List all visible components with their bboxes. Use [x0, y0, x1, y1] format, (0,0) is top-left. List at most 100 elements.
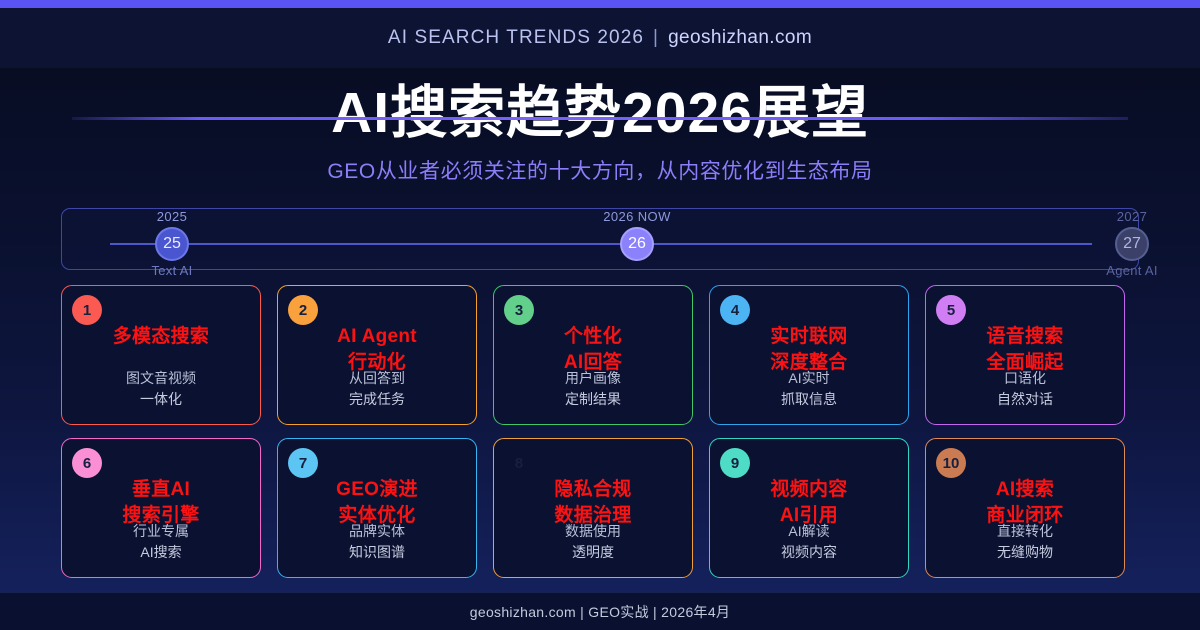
trend-card[interactable]: 9 视频内容 AI引用 AI解读 视频内容 — [709, 438, 909, 578]
footer-text: geoshizhan.com | GEO实战 | 2026年4月 — [469, 603, 731, 620]
timeline-dot: 25 — [155, 227, 189, 261]
card-title-line-1: GEO演进 — [336, 479, 418, 500]
card-title-line-2: 行动化 — [348, 351, 406, 373]
card-desc-line-1: 从回答到 — [349, 370, 405, 386]
card-description: 数据使用 透明度 — [494, 521, 692, 563]
brand-separator: | — [653, 27, 660, 48]
card-desc-line-1: 数据使用 — [565, 523, 621, 539]
brand-site: geoshizhan.com — [668, 27, 813, 48]
page-title: AI搜索趋势2026展望 — [331, 81, 869, 145]
card-desc-line-2: 无缝购物 — [997, 544, 1053, 560]
card-desc-line-1: AI解读 — [788, 523, 830, 539]
card-title-line-2: AI引用 — [779, 504, 839, 526]
card-desc-line-2: 定制结果 — [565, 391, 621, 407]
trend-card[interactable]: 1 多模态搜索 图文音视频 一体化 — [61, 285, 261, 425]
card-title-line-1: 视频内容 — [770, 479, 848, 500]
card-description: AI解读 视频内容 — [710, 521, 908, 563]
trend-card-grid: 1 多模态搜索 图文音视频 一体化 2 AI Agent 行动化 从回答到 完成… — [61, 285, 1139, 578]
card-title: 实时联网 深度整合 — [710, 324, 908, 375]
card-desc-line-1: 品牌实体 — [349, 523, 405, 539]
page-subtitle: GEO从业者必须关注的十大方向，从内容优化到生态布局 — [327, 159, 873, 183]
card-title: 语音搜索 全面崛起 — [926, 324, 1124, 375]
card-title-line-1: 垂直AI — [131, 479, 191, 500]
trend-card[interactable]: 7 GEO演进 实体优化 品牌实体 知识图谱 — [277, 438, 477, 578]
card-desc-line-1: 直接转化 — [997, 523, 1053, 539]
card-title: GEO演进 实体优化 — [278, 477, 476, 528]
card-title: 视频内容 AI引用 — [710, 477, 908, 528]
header-divider — [72, 117, 1128, 120]
card-title-line-2: 全面崛起 — [986, 351, 1064, 373]
card-title-line-1: 多模态搜索 — [112, 326, 210, 347]
card-desc-line-2: 一体化 — [140, 391, 182, 407]
timeline-node-2025[interactable]: 2025 25 Text AI — [112, 209, 232, 278]
trend-card[interactable]: 10 AI搜索 商业闭环 直接转化 无缝购物 — [925, 438, 1125, 578]
trend-card[interactable]: 6 垂直AI 搜索引擎 行业专属 AI搜索 — [61, 438, 261, 578]
card-title: AI Agent 行动化 — [278, 324, 476, 375]
card-title-line-2: 搜索引擎 — [122, 504, 200, 526]
card-title: 多模态搜索 — [62, 324, 260, 350]
card-number-badge: 5 — [936, 295, 966, 325]
timeline-dot-current: 26 — [620, 227, 654, 261]
card-title: AI搜索 商业闭环 — [926, 477, 1124, 528]
card-title: 垂直AI 搜索引擎 — [62, 477, 260, 528]
card-desc-line-1: 图文音视频 — [126, 370, 196, 386]
brand-bar-text: AI SEARCH TRENDS 2026 | geoshizhan.com — [388, 27, 812, 49]
timeline-dot: 27 — [1115, 227, 1149, 261]
card-desc-line-1: 口语化 — [1004, 370, 1046, 386]
card-description: 图文音视频 一体化 — [62, 368, 260, 410]
card-number-badge: 2 — [288, 295, 318, 325]
card-description: 口语化 自然对话 — [926, 368, 1124, 410]
trend-card[interactable]: 4 实时联网 深度整合 AI实时 抓取信息 — [709, 285, 909, 425]
card-number-badge: 3 — [504, 295, 534, 325]
card-title-line-1: 隐私合规 — [554, 479, 632, 500]
timeline-caption: Text AI — [151, 263, 193, 278]
card-title-line-1: 实时联网 — [770, 326, 848, 347]
card-desc-line-1: AI实时 — [788, 370, 830, 386]
card-description: 从回答到 完成任务 — [278, 368, 476, 410]
card-title-line-2: 实体优化 — [338, 504, 416, 526]
card-title: 个性化 AI回答 — [494, 324, 692, 375]
card-desc-line-2: 抓取信息 — [781, 391, 837, 407]
card-title-line-2: 数据治理 — [554, 504, 632, 526]
card-desc-line-2: 透明度 — [572, 544, 614, 560]
card-number-badge: 8 — [514, 454, 524, 472]
timeline: 2025 25 Text AI 2026 NOW 26 2027 27 Agen… — [61, 208, 1157, 278]
card-description: 用户画像 定制结果 — [494, 368, 692, 410]
card-title-line-2: 商业闭环 — [986, 504, 1064, 526]
card-description: AI实时 抓取信息 — [710, 368, 908, 410]
timeline-year-label: 2027 — [1116, 209, 1148, 224]
card-title-line-1: 语音搜索 — [986, 326, 1064, 347]
trend-card[interactable]: 2 AI Agent 行动化 从回答到 完成任务 — [277, 285, 477, 425]
card-description: 行业专属 AI搜索 — [62, 521, 260, 563]
card-desc-line-2: AI搜索 — [140, 544, 182, 560]
card-desc-line-2: 自然对话 — [997, 391, 1053, 407]
card-number-badge: 9 — [720, 448, 750, 478]
card-description: 直接转化 无缝购物 — [926, 521, 1124, 563]
timeline-node-2026[interactable]: 2026 NOW 26 — [577, 209, 697, 263]
card-number-badge: 1 — [72, 295, 102, 325]
card-desc-line-2: 知识图谱 — [349, 544, 405, 560]
timeline-caption: Agent AI — [1106, 263, 1158, 278]
card-number-badge: 6 — [72, 448, 102, 478]
card-title-line-1: 个性化 — [564, 326, 622, 347]
hero-section: AI搜索趋势2026展望 GEO从业者必须关注的十大方向，从内容优化到生态布局 — [0, 68, 1200, 190]
card-description: 品牌实体 知识图谱 — [278, 521, 476, 563]
card-number-badge: 10 — [936, 448, 966, 478]
timeline-node-2027[interactable]: 2027 27 Agent AI — [1072, 209, 1192, 278]
card-desc-line-2: 完成任务 — [349, 391, 405, 407]
trend-card[interactable]: 3 个性化 AI回答 用户画像 定制结果 — [493, 285, 693, 425]
card-title-line-2: 深度整合 — [770, 351, 848, 373]
timeline-year-label: 2026 NOW — [603, 209, 671, 224]
footer-bar: geoshizhan.com | GEO实战 | 2026年4月 — [0, 592, 1200, 630]
brand-bar: AI SEARCH TRENDS 2026 | geoshizhan.com — [0, 8, 1200, 68]
trend-card[interactable]: 5 语音搜索 全面崛起 口语化 自然对话 — [925, 285, 1125, 425]
card-number-badge: 4 — [720, 295, 750, 325]
card-title-line-2: AI回答 — [563, 351, 623, 373]
card-title-line-1: AI Agent — [337, 326, 417, 347]
timeline-year-label: 2025 — [156, 209, 188, 224]
card-number-badge: 7 — [288, 448, 318, 478]
trend-card[interactable]: 8 隐私合规 数据治理 数据使用 透明度 — [493, 438, 693, 578]
card-desc-line-1: 行业专属 — [133, 523, 189, 539]
card-desc-line-2: 视频内容 — [781, 544, 837, 560]
